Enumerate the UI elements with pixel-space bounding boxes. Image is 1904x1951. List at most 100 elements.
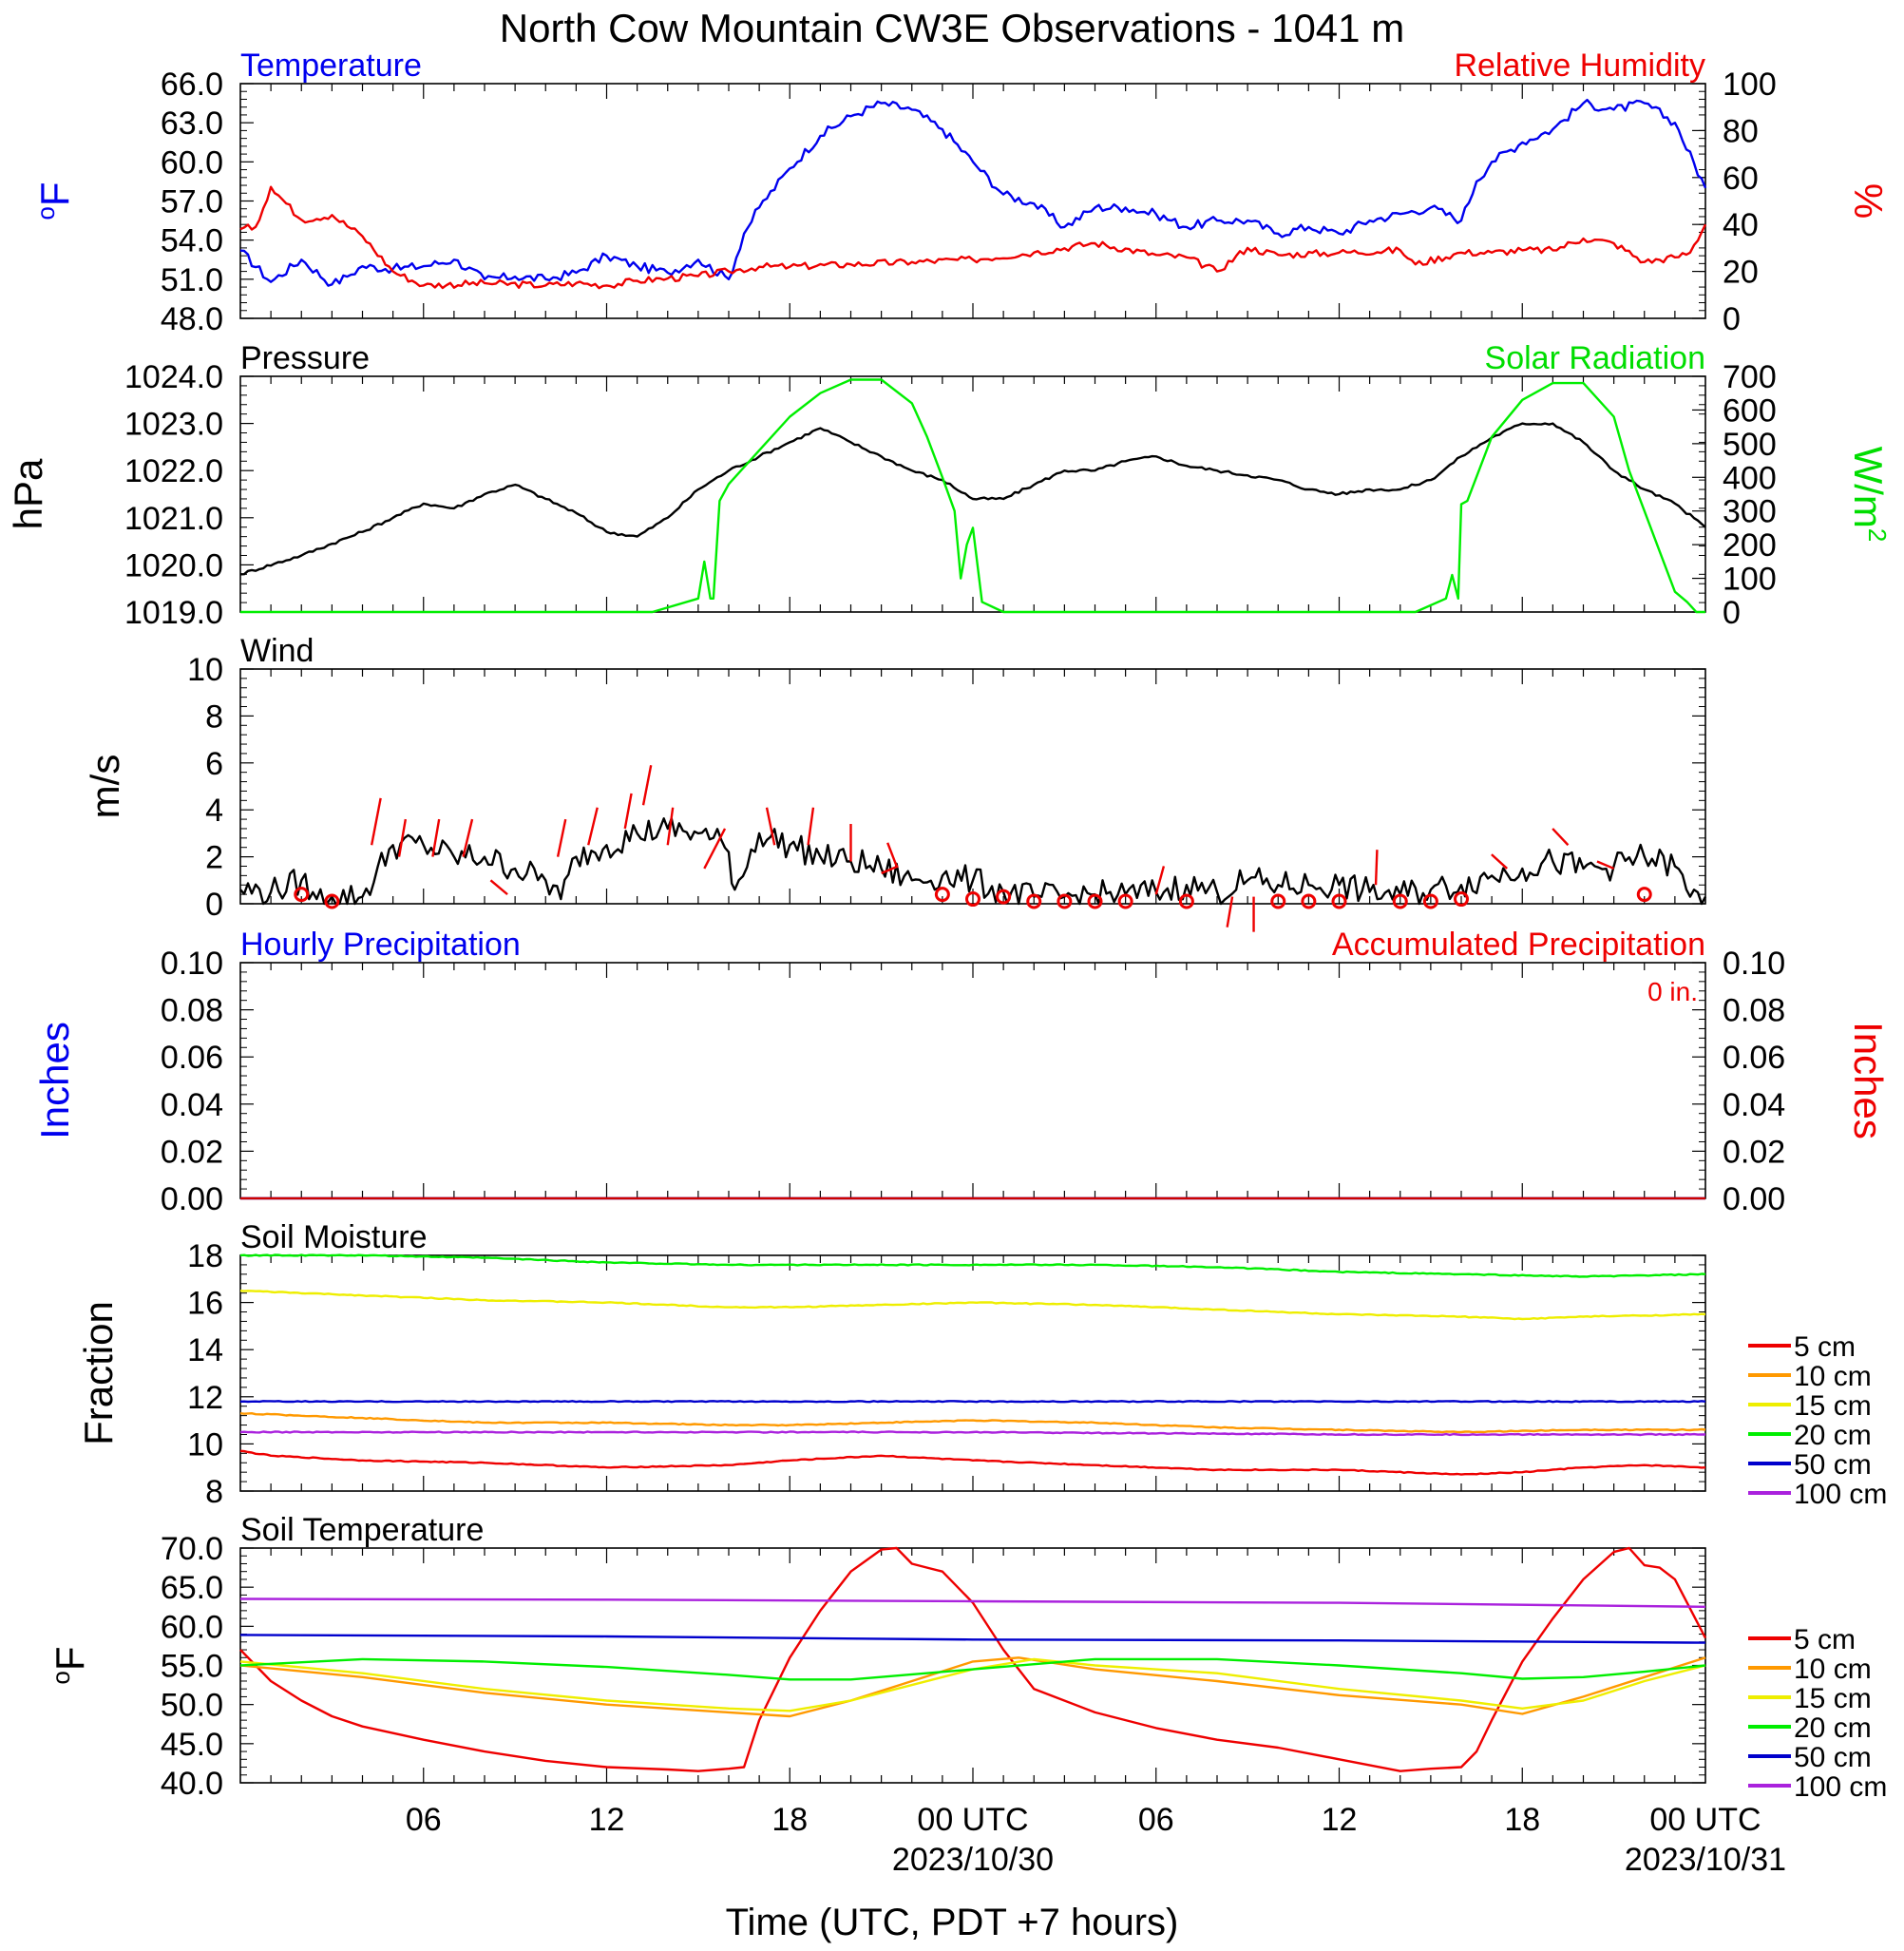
wind-calm-marker	[1301, 893, 1317, 909]
y-tick-label-right: 600	[1723, 392, 1777, 429]
y-tick-label-right: 0.00	[1723, 1181, 1785, 1217]
y-tick-label: 2	[205, 840, 223, 876]
panel-frame	[239, 1254, 1706, 1492]
panel-title-right: Relative Humidity	[1454, 48, 1705, 84]
series-line-100-cm	[239, 1597, 1706, 1608]
wind-calm-marker	[1454, 891, 1469, 908]
series-line-5-cm	[239, 1449, 1706, 1476]
wind-calm-marker	[324, 893, 340, 909]
y-tick-label-right: 100	[1723, 562, 1777, 598]
y-tick-label: 14	[187, 1332, 223, 1368]
x-tick-label: 12	[1322, 1802, 1358, 1838]
series-line-left	[239, 817, 1707, 906]
legend-label: 50 cm	[1794, 1742, 1872, 1773]
y-tick-label-right: 200	[1723, 527, 1777, 564]
legend-label: 10 cm	[1794, 1654, 1872, 1685]
wind-barb	[623, 793, 633, 830]
y-tick-label-right: 500	[1723, 427, 1777, 463]
legend-label: 20 cm	[1794, 1420, 1872, 1451]
y-tick-label-right: 0.10	[1723, 946, 1785, 982]
wind-calm-marker	[965, 891, 981, 908]
panels: 48.051.054.057.060.063.066.0020406080100…	[6, 48, 1892, 1803]
y-tick-label: 1019.0	[124, 595, 223, 631]
series-line-5-cm	[239, 1546, 1707, 1772]
x-date-label: 2023/10/31	[1625, 1842, 1786, 1878]
legend-label: 5 cm	[1794, 1331, 1856, 1363]
y-tick-label-right: 40	[1723, 207, 1759, 243]
x-tick-label: 00 UTC	[1649, 1802, 1761, 1838]
x-tick-label: 12	[589, 1802, 625, 1838]
panel-frame	[239, 962, 1706, 1199]
panel-soil-temperature: 40.045.050.055.0 60.065.070.0 Soil Tempera…	[47, 1512, 1887, 1803]
x-tick-label: 06	[1138, 1802, 1174, 1838]
panel-title-left: Wind	[240, 633, 314, 669]
y-tick-label: 45.0	[161, 1727, 223, 1763]
y-tick-label: 8	[205, 1474, 223, 1510]
y-axis-label-left: hPa	[6, 458, 50, 529]
y-tick-label: 0.00	[161, 1181, 223, 1217]
wind-barb	[807, 807, 815, 846]
wind-calm-marker	[1026, 893, 1042, 909]
x-tick-label: 18	[1504, 1802, 1540, 1838]
y-tick-label: 1020.0	[124, 547, 223, 583]
x-date-label: 2023/10/30	[892, 1842, 1054, 1878]
y-tick-label: 60.0	[161, 144, 223, 181]
y-tick-label: 4	[205, 793, 223, 829]
y-tick-label: 16	[187, 1286, 223, 1322]
y-tick-label-right: 400	[1723, 460, 1777, 496]
series-line-10-cm	[239, 1412, 1706, 1434]
wind-calm-marker	[1392, 893, 1408, 909]
x-tick-label: 00 UTC	[917, 1802, 1028, 1838]
y-tick-label: 18	[187, 1238, 223, 1274]
legend-label: 15 cm	[1794, 1390, 1872, 1422]
wind-calm-marker	[1636, 887, 1652, 903]
y-tick-label-right: 20	[1723, 255, 1759, 291]
wind-barb	[886, 842, 898, 867]
series-line-left	[239, 98, 1707, 287]
wind-barb	[1491, 853, 1508, 870]
wind-calm-marker	[1422, 893, 1438, 909]
panel-title-left: Temperature	[240, 48, 422, 84]
panel-frame	[239, 668, 1706, 905]
wind-barb	[765, 807, 776, 846]
panel-frame	[239, 375, 1706, 613]
y-tick-label: 1021.0	[124, 501, 223, 537]
y-tick-label-right: 0.02	[1723, 1134, 1785, 1170]
series-line-15-cm	[239, 1290, 1706, 1321]
y-tick-label: 50.0	[161, 1688, 223, 1724]
y-tick-label-right: 0.06	[1723, 1040, 1785, 1076]
y-tick-label: 51.0	[161, 262, 223, 298]
y-tick-label: 66.0	[161, 67, 223, 103]
wind-calm-marker	[1087, 893, 1103, 909]
y-tick-label: 65.0	[161, 1570, 223, 1606]
wind-calm-marker	[294, 887, 310, 903]
legend-label: 20 cm	[1794, 1712, 1872, 1744]
y-tick-label: 0.08	[161, 993, 223, 1029]
y-tick-label-right: 100	[1723, 67, 1777, 103]
y-tick-label: 54.0	[161, 223, 223, 259]
y-tick-label-right: 0.04	[1723, 1087, 1785, 1123]
y-tick-label: 1023.0	[124, 407, 223, 443]
y-tick-label: 10	[187, 652, 223, 688]
wind-barb	[1154, 866, 1166, 895]
wind-calm-marker	[1178, 893, 1194, 909]
wind-barb	[1596, 860, 1615, 870]
legend-label: 100 cm	[1794, 1771, 1887, 1803]
y-tick-label-right: 60	[1723, 161, 1759, 197]
y-tick-label: 70.0	[161, 1531, 223, 1567]
wind-barb	[397, 818, 408, 857]
wind-barb	[370, 797, 382, 846]
y-tick-label: 40.0	[161, 1766, 223, 1802]
wind-calm-marker	[934, 887, 950, 903]
wind-barb	[556, 818, 567, 857]
x-tick-label: 18	[771, 1802, 808, 1838]
panel-precipitation: 0.00 0.02 0.04 0.06 0.08 0.10 0.00 0.02 0.04 0.06…	[32, 927, 1891, 1217]
y-tick-label: 0.06	[161, 1040, 223, 1076]
series-line-left	[239, 422, 1706, 576]
wind-barb	[1552, 828, 1570, 847]
wind-barb	[641, 765, 653, 806]
panel-pressure-solar: 1019.0 1020.0 1021.0 1022.0 1023.0 1024.0 0100…	[6, 340, 1892, 631]
panel-title-right: Solar Radiation	[1485, 340, 1705, 376]
